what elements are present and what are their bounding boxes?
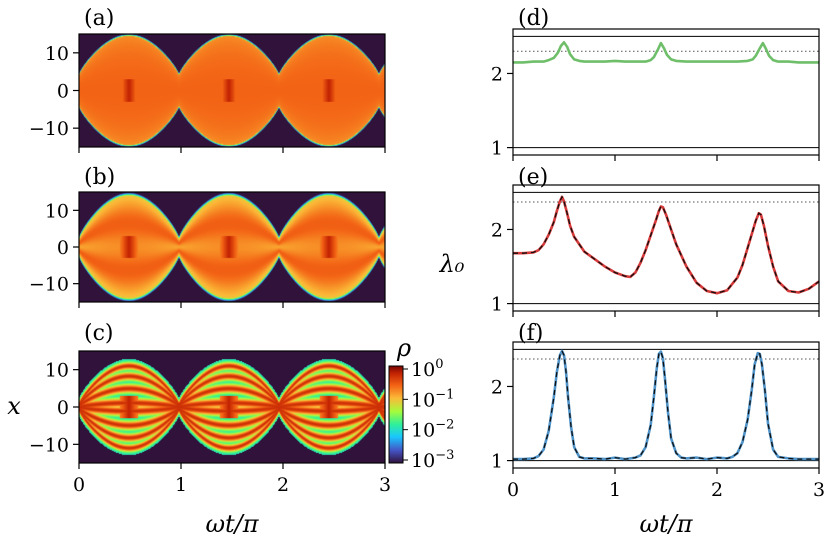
colorbar-tick-label: 10−2 — [411, 418, 454, 442]
series-line-dashed — [513, 195, 820, 294]
x-tick-label: 0 — [507, 479, 519, 501]
colorbar-tick-label: 10−1 — [411, 387, 454, 411]
panel-b-label: (b) — [84, 165, 115, 190]
colorbar-tick-label: 100 — [411, 357, 443, 381]
y-tick-label: 0 — [57, 397, 69, 419]
y-tick-label: 10 — [45, 43, 69, 65]
colorbar-tick-label: 10−3 — [411, 448, 454, 472]
x-tick-label: 3 — [379, 474, 391, 496]
series-line — [513, 349, 819, 461]
panel-e-label: (e) — [518, 165, 548, 190]
series-line-dashed — [513, 349, 819, 460]
heatmap-b — [79, 192, 385, 302]
y-tick-label: 2 — [491, 376, 503, 398]
y-tick-label: 1 — [491, 451, 503, 473]
colorbar-label: ρ — [396, 334, 411, 362]
panel-d: 1 2 (d) — [491, 6, 820, 161]
panel-a: 10 0 −10 (a) — [29, 6, 386, 153]
y-tick-label: 10 — [45, 200, 69, 222]
y-tick-label: 2 — [491, 219, 503, 241]
y-tick-label: 0 — [57, 81, 69, 103]
x-axis-label-right: ωt/π — [639, 510, 693, 538]
x-axis-label-left: ωt/π — [205, 510, 259, 538]
colorbar: ρ 100 10−1 10−2 10−3 — [388, 334, 454, 472]
series-line — [513, 40, 819, 64]
x-tick-label: 1 — [609, 479, 621, 501]
panel-f: 120 1 2 3 (f) ωt/π — [491, 321, 825, 538]
panel-b: 10 0 −10 (b) — [29, 165, 386, 308]
y-tick-label: −10 — [29, 274, 69, 296]
y-tick-label: 1 — [491, 138, 503, 160]
panel-frame — [512, 341, 820, 469]
heatmap-c — [79, 351, 385, 463]
y-tick-label: 0 — [57, 237, 69, 259]
x-tick-label: 2 — [711, 479, 723, 501]
y-tick-label: −10 — [29, 434, 69, 456]
y-tick-label: 2 — [491, 63, 503, 85]
x-tick-label: 1 — [175, 474, 187, 496]
panel-f-label: (f) — [518, 321, 543, 346]
x-tick-label: 3 — [813, 479, 825, 501]
y-tick-label: 10 — [45, 360, 69, 382]
y-axis-label-left: x — [7, 392, 21, 420]
panel-d-label: (d) — [518, 6, 549, 31]
y-tick-label: 1 — [491, 294, 503, 316]
colorbar-gradient — [388, 365, 404, 464]
y-axis-label-right: λ₀ — [439, 250, 465, 278]
heatmap-a — [79, 34, 385, 147]
panel-c-label: (c) — [84, 321, 114, 346]
y-tick-label: −10 — [29, 118, 69, 140]
series-line — [513, 195, 820, 295]
panel-c: 100−100 1 2 3 (c) ωt/π x — [7, 321, 391, 538]
panel-frame — [512, 28, 820, 156]
panel-frame — [512, 184, 820, 312]
x-tick-label: 0 — [73, 474, 85, 496]
x-tick-label: 2 — [277, 474, 289, 496]
panel-e: 1 2 (e) λ₀ — [439, 165, 820, 317]
panel-a-label: (a) — [84, 6, 114, 31]
